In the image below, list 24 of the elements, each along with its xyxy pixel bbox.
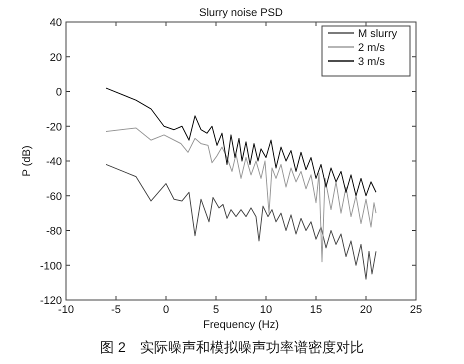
legend-label: 2 m/s	[358, 42, 386, 54]
x-tick-label: 5	[212, 304, 220, 316]
x-tick-label: -5	[111, 304, 121, 316]
x-axis-title: Frequency (Hz)	[203, 319, 279, 331]
x-tick-label: 20	[360, 304, 372, 316]
y-tick-label: -40	[46, 156, 62, 168]
x-tick-label: 10	[260, 304, 272, 316]
legend-label: 3 m/s	[358, 56, 386, 68]
y-tick-label: -80	[46, 226, 62, 238]
x-tick-label: 0	[162, 304, 170, 316]
caption: 图 2 实际噪声和模拟噪声功率谱密度对比	[100, 339, 364, 355]
x-tick-label: 15	[310, 304, 322, 316]
y-tick-label: -20	[46, 121, 62, 134]
y-tick-label: -120	[40, 295, 62, 307]
y-tick-label: -100	[40, 260, 62, 272]
x-tick-label: 25	[410, 304, 422, 316]
y-axis-title: P (dB)	[21, 146, 33, 176]
y-tick-label: -60	[46, 190, 62, 203]
x-tick-label: -10	[58, 304, 74, 316]
chart-title: Slurry noise PSD	[199, 7, 283, 19]
y-tick-label: 0	[56, 86, 62, 98]
legend-label: M slurry	[358, 28, 398, 40]
y-tick-label: 40	[50, 17, 62, 29]
y-tick-label: 20	[50, 52, 62, 64]
